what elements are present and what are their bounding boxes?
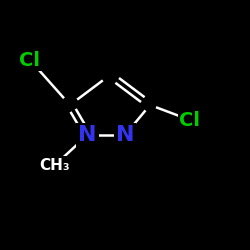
Text: Cl: Cl [180,110,201,130]
Text: N: N [78,125,97,145]
Text: CH₃: CH₃ [40,158,70,172]
Text: Cl: Cl [20,50,40,70]
Text: N: N [116,125,134,145]
